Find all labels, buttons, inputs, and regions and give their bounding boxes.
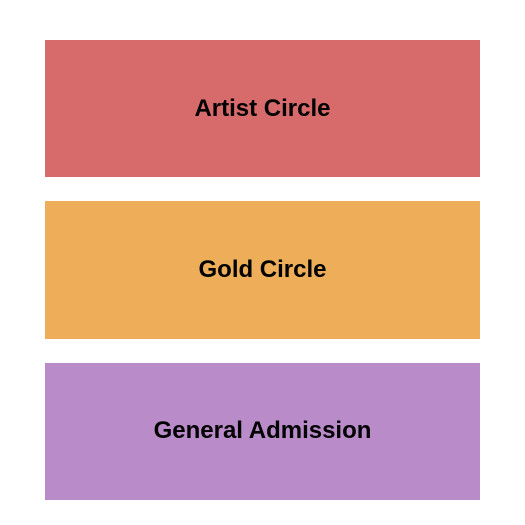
section-gold-circle: Gold Circle	[45, 201, 480, 338]
section-label: Gold Circle	[198, 256, 326, 284]
section-label: Artist Circle	[194, 95, 330, 123]
section-label: General Admission	[154, 417, 372, 445]
section-general-admission: General Admission	[45, 363, 480, 500]
section-artist-circle: Artist Circle	[45, 40, 480, 177]
